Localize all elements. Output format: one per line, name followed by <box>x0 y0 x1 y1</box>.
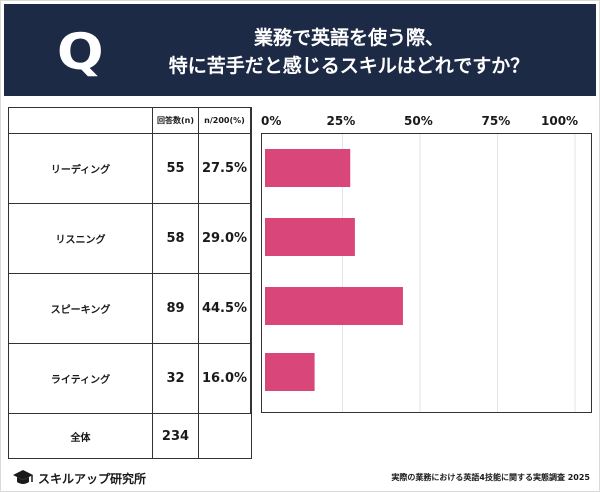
table-row-pct: 16.0% <box>199 344 251 414</box>
bar <box>265 218 355 256</box>
x-tick-label: 50% <box>404 114 433 128</box>
bar <box>265 149 351 187</box>
question-title: 業務で英語を使う際、 特に苦手だと感じるスキルはどれですか？ <box>114 24 584 80</box>
table-row-count: 89 <box>153 274 199 344</box>
table-row-count: 55 <box>153 134 199 204</box>
bar <box>265 287 403 325</box>
table-total-label: 全体 <box>9 414 153 458</box>
x-tick-label: 25% <box>326 114 356 128</box>
results-table: 回答数(n) n/200(%) リーディング 55 27.5% リスニング 58… <box>8 107 252 459</box>
table-row-label: スピーキング <box>9 274 153 344</box>
table-total-blank <box>199 414 251 458</box>
footer-logo: スキルアップ研究所 <box>12 468 146 488</box>
table-header-pct: n/200(%) <box>199 108 251 134</box>
x-tick-label: 75% <box>481 114 511 128</box>
x-tick-label: 0% <box>261 114 282 128</box>
bar <box>265 353 315 391</box>
table-row-label: リーディング <box>9 134 153 204</box>
table-header-blank <box>9 108 153 134</box>
question-q-mark: Q <box>56 23 104 81</box>
graduation-cap-icon <box>13 470 33 484</box>
table-row-pct: 44.5% <box>199 274 251 344</box>
question-title-line1: 業務で英語を使う際、 <box>253 27 444 49</box>
table-header-count: 回答数(n) <box>153 108 199 134</box>
table-total-count: 234 <box>153 414 199 458</box>
footer-logo-text: スキルアップ研究所 <box>38 471 147 486</box>
table-row-count: 32 <box>153 344 199 414</box>
footer-source-note: 実際の業務における英語4技能に関する実態調査 2025 <box>391 473 590 482</box>
table-row-count: 58 <box>153 204 199 274</box>
table-row-pct: 27.5% <box>199 134 251 204</box>
question-header: Q 業務で英語を使う際、 特に苦手だと感じるスキルはどれですか？ <box>4 4 596 96</box>
bar-chart-svg <box>265 134 576 412</box>
x-tick-label: 100% <box>541 114 579 128</box>
table-row-label: リスニング <box>9 204 153 274</box>
question-title-line2: 特に苦手だと感じるスキルはどれですか？ <box>168 55 530 77</box>
table-row-pct: 29.0% <box>199 204 251 274</box>
bar-chart <box>261 133 592 413</box>
table-row-label: ライティング <box>9 344 153 414</box>
